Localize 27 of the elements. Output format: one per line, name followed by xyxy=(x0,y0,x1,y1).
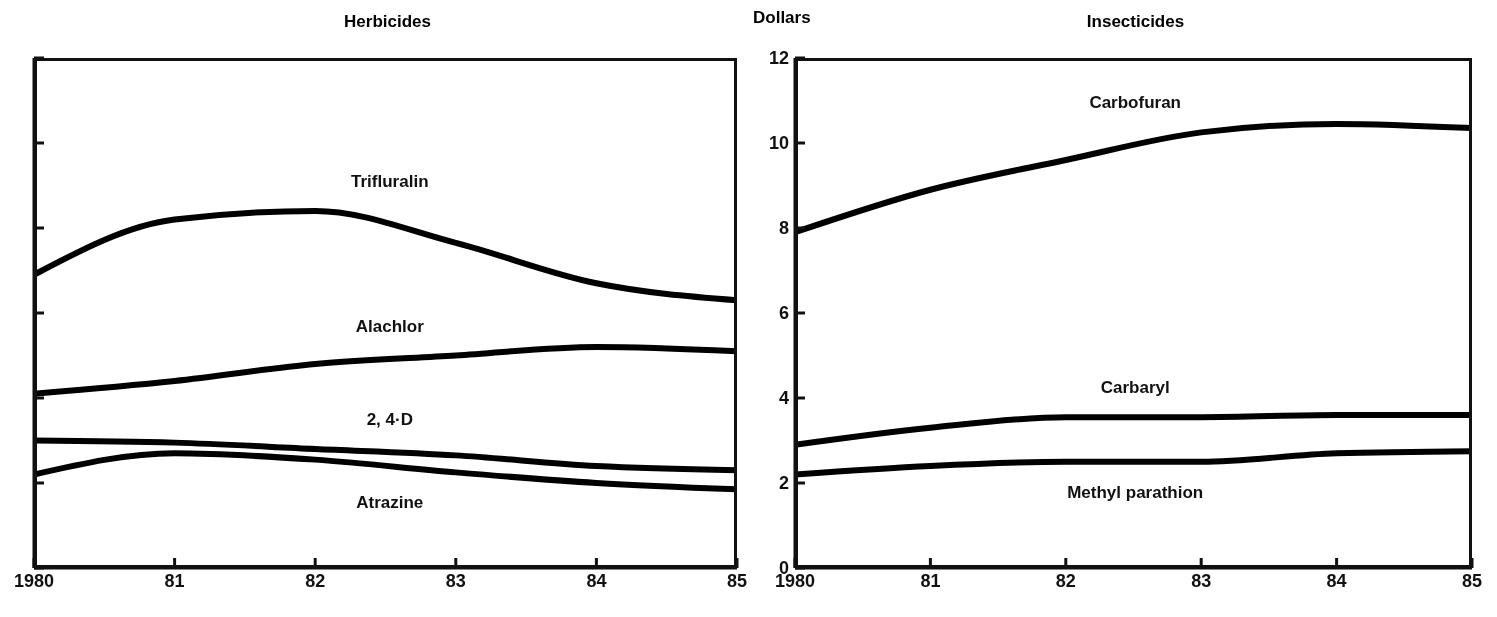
x-tick-label: 84 xyxy=(1326,570,1347,591)
x-tick-label: 83 xyxy=(445,570,466,591)
x-tick-label: 82 xyxy=(305,570,326,591)
series-label: Atrazine xyxy=(356,493,424,513)
y-tick-label: 2 xyxy=(778,473,789,494)
y-tick-label: 12 xyxy=(768,48,789,69)
x-tick-label: 82 xyxy=(1055,570,1076,591)
series-label: Alachlor xyxy=(355,316,425,336)
y-tick-label: 8 xyxy=(778,218,789,239)
x-tick-label: 83 xyxy=(1191,570,1212,591)
x-tick-label: 81 xyxy=(164,570,185,591)
chart-title: Herbicides xyxy=(343,12,432,32)
chart-title: Insecticides xyxy=(1086,12,1185,31)
series-label: Methyl parathion xyxy=(1067,482,1204,502)
y-axis-title: Dollars xyxy=(753,8,811,28)
series-label: 2, 4·D xyxy=(366,410,413,429)
x-tick-label: 1980 xyxy=(13,570,55,591)
x-tick-label: 85 xyxy=(1461,570,1483,591)
series-label: Carbofuran xyxy=(1089,93,1182,113)
series-label: Carbaryl xyxy=(1100,378,1170,398)
x-tick-label: 85 xyxy=(726,570,748,591)
series-label: Trifluralin xyxy=(351,172,429,191)
y-tick-label: 6 xyxy=(778,303,789,324)
y-tick-label: 10 xyxy=(768,133,789,154)
x-tick-label: 81 xyxy=(920,570,941,591)
x-tick-label: 84 xyxy=(586,570,607,591)
y-tick-label: 4 xyxy=(778,388,789,409)
